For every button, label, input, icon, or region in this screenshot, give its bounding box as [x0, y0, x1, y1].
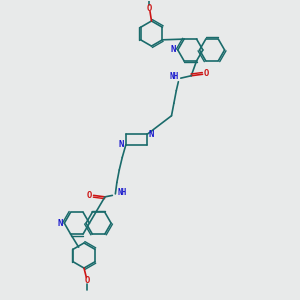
Text: O: O — [87, 190, 92, 200]
Text: N: N — [119, 140, 124, 149]
Text: O: O — [84, 276, 90, 285]
Text: NH: NH — [117, 188, 127, 197]
Text: O: O — [147, 4, 152, 13]
Text: N: N — [57, 219, 63, 228]
Text: N: N — [171, 46, 176, 55]
Text: N: N — [149, 130, 154, 139]
Text: O: O — [204, 70, 209, 79]
Text: NH: NH — [169, 73, 179, 82]
